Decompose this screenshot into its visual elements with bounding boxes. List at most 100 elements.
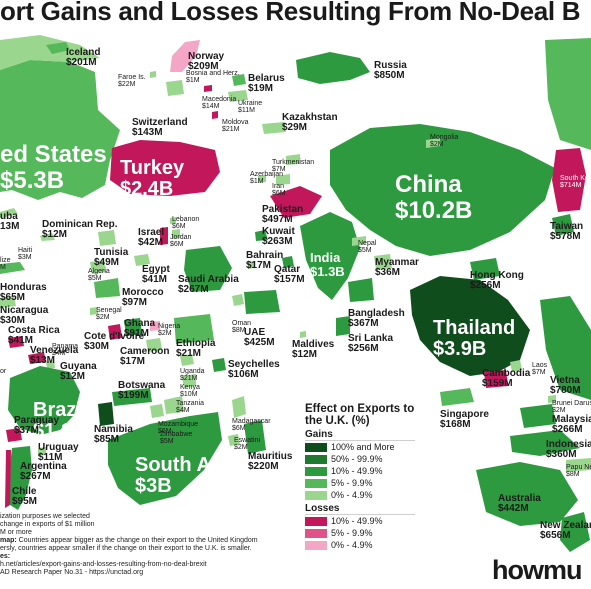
country-name: Algeria bbox=[88, 268, 110, 275]
country-name: Myanmar bbox=[375, 257, 419, 268]
country-label: Paraguay $37M bbox=[14, 416, 59, 436]
country-value: $91M bbox=[124, 328, 150, 339]
country-name: Cameroon bbox=[120, 346, 170, 357]
country-shape-venezuela bbox=[28, 352, 46, 364]
country-value: $19M bbox=[248, 83, 274, 94]
note-sources-heading: es: bbox=[0, 553, 11, 560]
country-name: Ghana bbox=[124, 318, 156, 329]
country-shape-canada bbox=[0, 35, 100, 70]
country-label: Brazil $1.1B bbox=[33, 400, 87, 442]
country-label: Russia $850M bbox=[374, 61, 407, 81]
country-label: Switzerland $143M bbox=[132, 118, 188, 138]
country-name: Kazakhstan bbox=[282, 112, 338, 123]
country-name: Saudi Arabia bbox=[178, 274, 239, 285]
country-label: Uruguay $11M bbox=[38, 443, 79, 463]
country-name: Iran bbox=[272, 183, 285, 190]
legend-row-loss-0: 0% - 4.9% bbox=[305, 539, 415, 551]
country-name: lize bbox=[0, 257, 11, 264]
country-label: Nigeria $2M bbox=[158, 323, 180, 337]
country-name: Turkey bbox=[120, 157, 185, 179]
country-name: Mauritius bbox=[248, 451, 293, 462]
country-label: Hong Kong $256M bbox=[470, 271, 524, 291]
country-name: China bbox=[395, 171, 462, 198]
country-value: $3.9B bbox=[433, 338, 487, 360]
note-line: M or more bbox=[0, 529, 32, 536]
country-name: Seychelles bbox=[228, 359, 280, 370]
country-value: $360M bbox=[546, 449, 577, 460]
country-value: $41M bbox=[142, 274, 168, 285]
country-value: $7M bbox=[532, 369, 546, 376]
country-label: China $10.2B bbox=[395, 172, 472, 224]
legend-row-label: 5% - 9.9% bbox=[331, 478, 373, 488]
country-name: Sri Lanka bbox=[348, 333, 394, 344]
country-label: Jordan $6M bbox=[170, 234, 191, 248]
country-name: Russia bbox=[374, 60, 407, 71]
note-map: map: Countries appear bigger as the chan… bbox=[0, 537, 330, 545]
country-name: Kenya bbox=[180, 384, 200, 391]
country-value: $267M bbox=[178, 284, 209, 295]
country-label: Brunei Darus $2M bbox=[552, 400, 591, 414]
country-value: $1.3B bbox=[310, 264, 345, 279]
country-label: Oman $8M bbox=[232, 320, 251, 334]
country-label: Tanzania $4M bbox=[176, 400, 204, 414]
country-shape-pakistan bbox=[270, 186, 322, 218]
country-name: Papu New G bbox=[566, 464, 591, 471]
country-value: $85M bbox=[94, 434, 120, 445]
note-line: change in exports of $1 million bbox=[0, 521, 95, 528]
country-label: Pakistan $497M bbox=[262, 205, 303, 225]
country-shape-myanmar bbox=[374, 254, 392, 270]
country-name: Cambodia bbox=[482, 368, 531, 379]
country-value: $6M bbox=[170, 241, 184, 248]
country-label: Taiwan $578M bbox=[550, 222, 583, 242]
country-value: $11M bbox=[238, 107, 255, 114]
country-value: $6M bbox=[158, 428, 172, 435]
country-name: uba bbox=[0, 211, 18, 222]
country-label: Cote d'Ivoire $30M bbox=[84, 332, 144, 352]
country-name: Zimbabwe bbox=[160, 431, 193, 438]
country-name: Botswana bbox=[118, 380, 166, 391]
country-shape-nepal bbox=[352, 236, 366, 246]
country-label: Sri Lanka $256M bbox=[348, 334, 393, 354]
country-shape-iceland bbox=[46, 42, 70, 54]
legend-swatch bbox=[305, 528, 327, 538]
legend-row-label: 50% - 99.9% bbox=[331, 454, 383, 464]
country-name: Paraguay bbox=[14, 415, 60, 426]
country-shape-jordan bbox=[172, 229, 180, 239]
country-shape-norway bbox=[170, 40, 200, 72]
country-name: Norway bbox=[188, 51, 225, 62]
country-name: Hong Kong bbox=[470, 270, 524, 281]
country-name: Cote d'Ivoire bbox=[84, 331, 145, 342]
country-value: $143M bbox=[132, 127, 163, 138]
country-value: $442M bbox=[498, 503, 529, 514]
country-value: $266M bbox=[552, 424, 583, 435]
country-name: ed States bbox=[0, 141, 107, 168]
country-label: Senegal $2M bbox=[96, 307, 122, 321]
country-shape-indonesia bbox=[510, 430, 580, 456]
country-label: Ethiopia $21M bbox=[176, 339, 215, 359]
country-value: $11M bbox=[38, 452, 63, 463]
country-shape-guyana bbox=[46, 360, 55, 369]
country-shape-algeria bbox=[90, 260, 106, 274]
country-value: $29M bbox=[282, 122, 308, 133]
country-label: Maldives $12M bbox=[292, 340, 334, 360]
country-label: Iceland $201M bbox=[66, 48, 100, 68]
country-shape-south-africa bbox=[108, 412, 222, 505]
source-link[interactable]: h.net/articles/export-gains-and-losses-r… bbox=[0, 561, 207, 568]
country-label: Mongolia $2M bbox=[430, 134, 458, 148]
country-name: Nepal bbox=[358, 240, 377, 247]
legend-row-label: 5% - 9.9% bbox=[331, 528, 373, 538]
note-sources: es: bbox=[0, 553, 330, 561]
country-label: Kuwait $263M bbox=[262, 227, 295, 247]
country-name: UAE bbox=[244, 327, 266, 338]
country-name: Ethiopia bbox=[176, 338, 216, 349]
country-name: Brunei Darus bbox=[552, 400, 591, 407]
country-shape-brunei bbox=[548, 395, 556, 403]
country-name: Senegal bbox=[96, 307, 122, 314]
country-shape-seychelles bbox=[212, 358, 226, 372]
country-value: $850M bbox=[374, 70, 405, 81]
country-label: or bbox=[0, 368, 6, 375]
country-shape-china bbox=[330, 124, 555, 256]
country-shape-vietnam bbox=[540, 296, 591, 400]
country-label: Seychelles $106M bbox=[228, 360, 280, 380]
